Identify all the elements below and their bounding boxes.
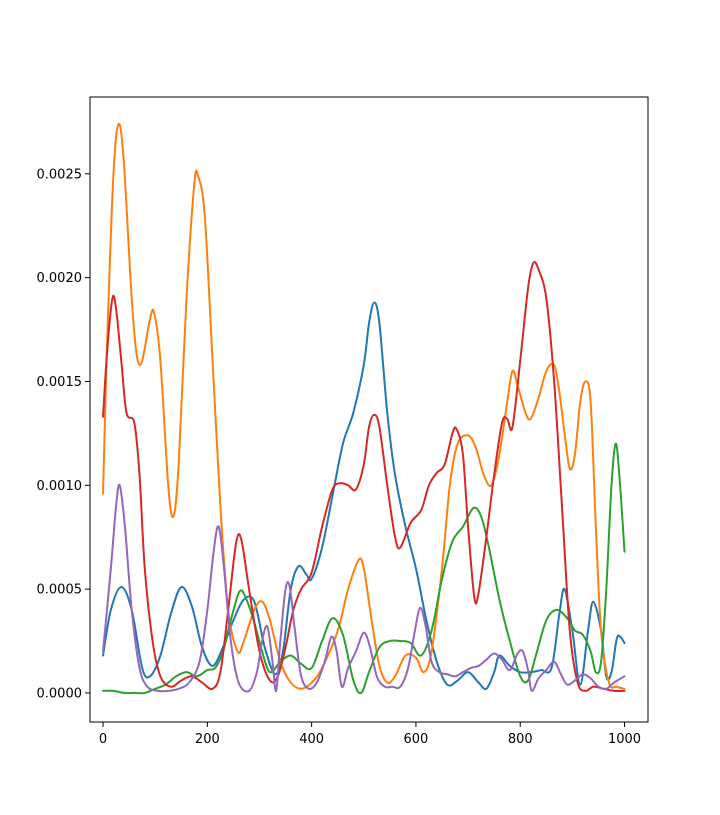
series-line-3: [102, 442, 626, 695]
y-tick-label: 0.0025: [37, 167, 83, 182]
y-axis: 0.0000 0.0005 0.0010 0.0015 0.0020 0.0025: [37, 167, 90, 701]
x-tick-label: 400: [299, 732, 324, 747]
series-layer: [102, 122, 626, 695]
x-axis: 0 200 400 600 800 1000: [99, 722, 641, 747]
series-line-4: [102, 260, 626, 693]
x-tick-label: 200: [195, 732, 220, 747]
y-tick-label: 0.0005: [37, 583, 83, 598]
y-tick-label: 0.0010: [37, 479, 83, 494]
y-tick-label: 0.0015: [37, 375, 83, 390]
y-tick-label: 0.0020: [37, 271, 83, 286]
plot-area-frame: [89, 96, 649, 723]
y-tick-label: 0.0000: [37, 686, 83, 701]
x-tick-label: 1000: [608, 732, 641, 747]
x-tick-label: 600: [404, 732, 429, 747]
x-tick-label: 0: [99, 732, 107, 747]
series-line-2: [102, 122, 626, 690]
series-line-5: [102, 483, 626, 693]
x-tick-label: 800: [508, 732, 533, 747]
